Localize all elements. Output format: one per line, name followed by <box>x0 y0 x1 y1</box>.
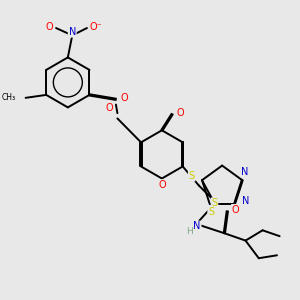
Text: O: O <box>46 22 53 32</box>
Text: N: N <box>242 196 249 206</box>
Text: S: S <box>208 207 214 217</box>
Text: N: N <box>242 167 249 177</box>
Text: O: O <box>105 103 113 113</box>
Text: O: O <box>120 93 128 103</box>
Text: S: S <box>189 171 195 181</box>
Text: O: O <box>158 180 166 190</box>
Text: N: N <box>69 27 76 37</box>
Text: O: O <box>177 108 184 118</box>
Text: S: S <box>212 198 218 208</box>
Text: CH₃: CH₃ <box>1 93 15 102</box>
Text: N: N <box>194 221 201 232</box>
Text: O⁻: O⁻ <box>90 22 103 32</box>
Text: O: O <box>232 205 239 215</box>
Text: H: H <box>187 227 194 236</box>
